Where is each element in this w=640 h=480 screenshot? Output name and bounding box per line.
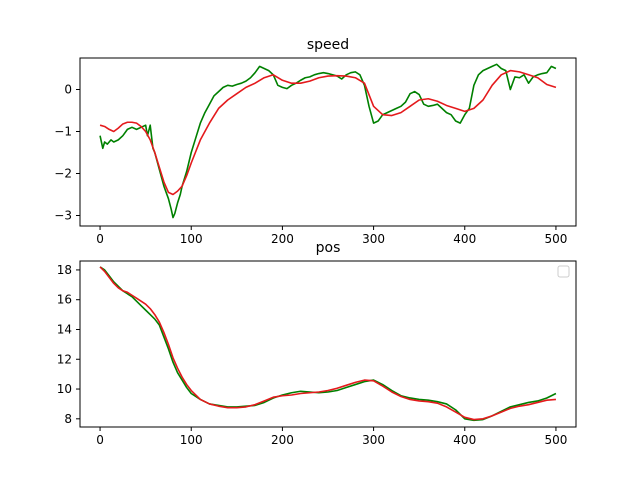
legend-box [557,265,570,278]
speed-x-tick-label: 500 [544,232,567,246]
speed-y-tick-label: −2 [54,167,72,181]
pos-y-tick-label: 14 [57,322,72,336]
speed-x-tick-label: 0 [96,232,104,246]
pos-x-tick-label: 300 [362,433,385,447]
speed-y-tick-label: 0 [64,83,72,97]
speed-y-tick-label: −3 [54,209,72,223]
speed-ticks-layer: 0 100 200 300 400 500 −3 −2 −1 0 [54,83,567,247]
pos-plot-frame [79,260,577,428]
pos-y-tick-label: 10 [57,382,72,396]
speed-series-layer [99,63,557,219]
pos-chart: pos 0 100 200 300 400 500 8 10 12 14 16 18 [57,240,577,447]
speed-y-tick-label: −1 [54,125,72,139]
pos-y-tick-label: 12 [57,352,72,366]
speed-x-tick-label: 200 [271,232,294,246]
pos-y-tick-label: 8 [64,412,72,426]
speed-series-line-2 [99,69,557,196]
pos-y-tick-label: 18 [57,263,72,277]
pos-ticks-layer: 0 100 200 300 400 500 8 10 12 14 16 18 [57,263,568,447]
pos-series-line-2 [99,266,557,421]
pos-x-tick-label: 100 [180,433,203,447]
pos-x-tick-label: 0 [96,433,104,447]
speed-chart: speed 0 100 200 300 400 500 −3 −2 −1 0 [54,37,577,247]
speed-plot-frame [79,57,577,227]
speed-series-line-1 [99,63,557,219]
pos-x-tick-label: 500 [544,433,567,447]
pos-chart-title: pos [316,240,341,256]
speed-x-tick-label: 100 [180,232,203,246]
speed-x-tick-label: 300 [362,232,385,246]
pos-series-layer [99,266,557,422]
pos-x-tick-label: 400 [453,433,476,447]
speed-x-tick-label: 400 [453,232,476,246]
pos-y-tick-label: 16 [57,293,72,307]
speed-chart-title: speed [307,37,349,53]
pos-x-tick-label: 200 [271,433,294,447]
